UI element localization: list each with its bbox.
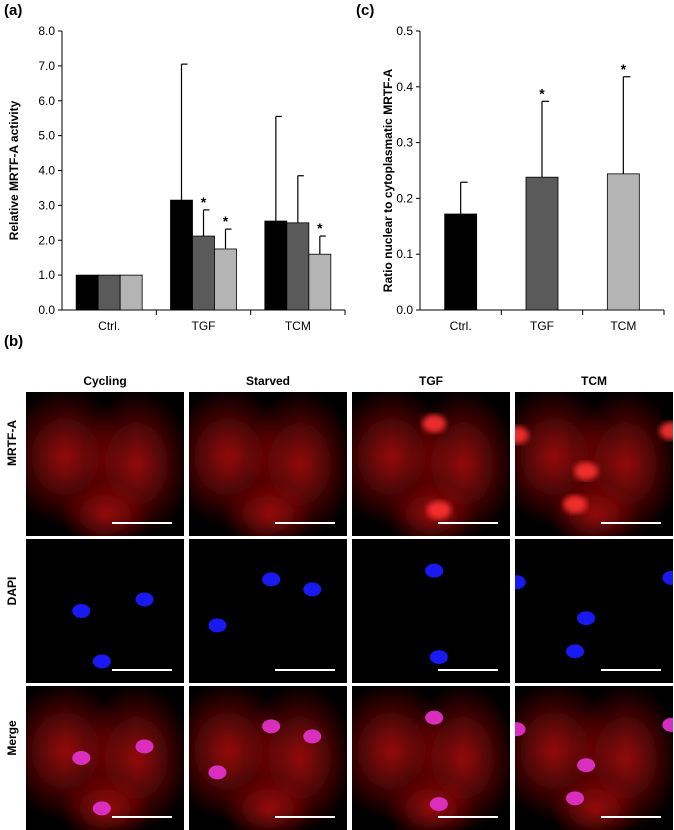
nucleus (425, 563, 444, 578)
nucleus (72, 751, 91, 765)
nucleus (429, 650, 448, 665)
row-header-merge: Merge (5, 720, 19, 756)
y-tick-label: 4.0 (38, 164, 55, 178)
y-axis-title: Relative MRTF-A activity (7, 100, 21, 240)
micrograph-tcm-dapi (515, 539, 673, 683)
y-tick-label: 5.0 (38, 129, 55, 143)
y-tick-label: 0.0 (396, 303, 413, 317)
micrograph-cycling-merge (26, 686, 184, 830)
bar (192, 235, 215, 311)
cell-body (223, 479, 313, 536)
significance-star: * (539, 85, 545, 101)
micrograph-cycling-mrtfa (26, 392, 184, 536)
nucleus-mrtf (515, 426, 529, 445)
nucleus (303, 729, 322, 744)
nucleus (577, 611, 596, 626)
nucleus (92, 801, 111, 816)
bar (308, 253, 332, 311)
bar (444, 213, 478, 311)
x-tick-label: TGF (192, 319, 216, 333)
bar (214, 248, 237, 311)
nucleus (515, 722, 526, 737)
nucleus (566, 644, 585, 659)
column-header-tgf: TGF (419, 374, 443, 388)
nucleus-mrtf (659, 421, 673, 440)
y-tick-label: 3.0 (38, 198, 55, 212)
nucleus-mrtf (574, 462, 599, 481)
significance-star: * (223, 213, 229, 229)
y-tick-label: 7.0 (38, 59, 55, 73)
cell-body (60, 479, 150, 536)
y-tick-label: 0.2 (396, 191, 413, 205)
bar (264, 220, 288, 311)
micrograph-tcm-merge (515, 686, 673, 830)
nucleus (72, 604, 91, 618)
nucleus (577, 758, 596, 773)
x-tick-label: TCM (285, 319, 311, 333)
micrograph-tgf-mrtfa (352, 392, 510, 536)
micrograph-starved-merge (189, 686, 347, 830)
y-tick-label: 0.3 (396, 136, 413, 150)
y-tick-label: 6.0 (38, 94, 55, 108)
bar (525, 176, 559, 311)
column-header-tcm: TCM (581, 374, 607, 388)
x-tick-label: Ctrl. (98, 319, 120, 333)
row-header-mrtf-a: MRTF-A (5, 420, 19, 466)
y-tick-label: 2.0 (38, 233, 55, 247)
y-tick-label: 1.0 (38, 268, 55, 282)
bar (97, 274, 121, 311)
bar (606, 173, 640, 311)
nucleus (208, 618, 227, 633)
column-header-starved: Starved (245, 374, 291, 388)
significance-star: * (201, 194, 207, 210)
nucleus (208, 765, 227, 780)
significance-star: * (317, 220, 323, 236)
nucleus-mrtf (422, 414, 447, 433)
nucleus (303, 582, 322, 597)
significance-star: * (621, 61, 627, 77)
row-header-dapi: DAPI (5, 576, 19, 606)
micrograph-tgf-dapi (352, 539, 510, 683)
column-header-cycling: Cycling (83, 374, 127, 388)
micrograph-starved-mrtfa (189, 392, 347, 536)
y-tick-label: 0.5 (396, 24, 413, 38)
x-tick-label: TCM (610, 319, 636, 333)
bar (170, 199, 193, 311)
nucleus (262, 719, 281, 734)
y-tick-label: 0.4 (396, 80, 413, 94)
chart-c: 0.0 0.1 0.2 0.3 0.4 0.5 Ratio nuclear to cytop… (381, 24, 665, 333)
nucleus (662, 570, 673, 585)
panel-label-a: (a) (4, 2, 23, 19)
nucleus (566, 791, 585, 806)
x-tick-label: Ctrl. (450, 319, 472, 333)
nucleus (662, 717, 673, 732)
y-tick-label: 0.0 (38, 303, 55, 317)
y-axis-title: Ratio nuclear to cytoplasmatic MRTF-A (381, 68, 395, 292)
micrograph-starved-dapi (189, 539, 347, 683)
micrograph-tcm-mrtfa (515, 392, 673, 536)
micrograph-cycling-dapi (26, 539, 184, 683)
nucleus (92, 654, 111, 669)
nucleus (515, 575, 526, 590)
bar (119, 274, 143, 311)
chart-a: 0.0 1.0 2.0 3.0 4.0 5.0 6.0 7.0 8.0 Relative MRTF… (7, 24, 346, 333)
panel-label-b: (b) (4, 333, 24, 350)
nucleus (262, 572, 281, 587)
cell-body (549, 479, 639, 536)
bar (286, 222, 310, 311)
nucleus (135, 592, 154, 607)
nucleus (429, 797, 448, 812)
bar (75, 274, 99, 311)
panel-label-c: (c) (356, 2, 375, 19)
nucleus (425, 710, 444, 725)
micrograph-grid: Cycling Starved TGF TCM MRTF-A DAPI Merg… (5, 368, 674, 830)
y-tick-label: 8.0 (38, 24, 55, 38)
nucleus-mrtf (426, 501, 451, 520)
micrograph-tgf-merge (352, 686, 510, 830)
nucleus (135, 739, 154, 754)
x-tick-label: TGF (530, 319, 554, 333)
nucleus-mrtf (563, 495, 588, 514)
y-tick-label: 0.1 (396, 247, 413, 261)
